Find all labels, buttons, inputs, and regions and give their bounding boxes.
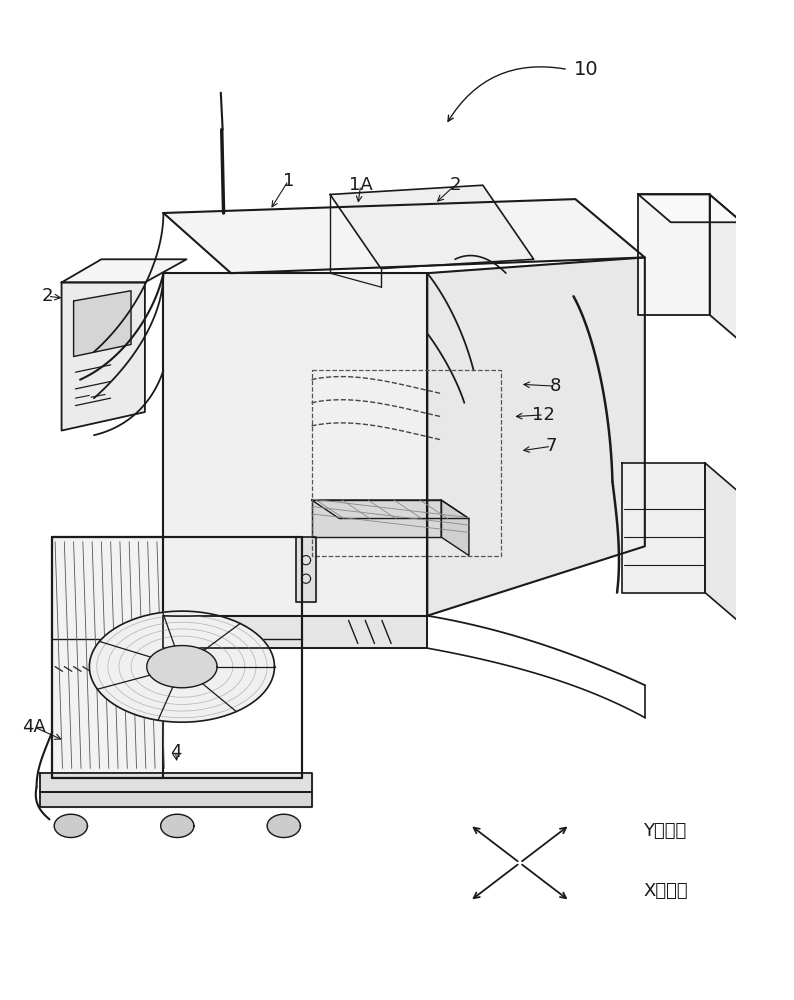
- Polygon shape: [638, 194, 710, 315]
- Polygon shape: [160, 814, 194, 838]
- Polygon shape: [40, 792, 311, 807]
- Polygon shape: [164, 616, 427, 648]
- Text: Y轴方向: Y轴方向: [643, 822, 686, 840]
- Polygon shape: [705, 463, 738, 620]
- Polygon shape: [54, 814, 87, 838]
- Text: 4A: 4A: [22, 718, 46, 736]
- Text: 2: 2: [449, 176, 461, 194]
- Text: 10: 10: [573, 60, 598, 79]
- Text: 12: 12: [533, 406, 555, 424]
- Polygon shape: [40, 773, 311, 792]
- Polygon shape: [441, 500, 469, 556]
- Polygon shape: [311, 500, 469, 519]
- Polygon shape: [638, 194, 742, 222]
- Polygon shape: [330, 185, 534, 269]
- Polygon shape: [62, 282, 145, 431]
- Polygon shape: [90, 611, 275, 722]
- Polygon shape: [427, 257, 645, 616]
- Polygon shape: [164, 199, 645, 273]
- Text: 8: 8: [549, 377, 561, 395]
- Polygon shape: [268, 814, 300, 838]
- Polygon shape: [52, 537, 164, 778]
- Polygon shape: [62, 259, 187, 282]
- Text: 1A: 1A: [349, 176, 372, 194]
- Polygon shape: [311, 500, 441, 537]
- Text: 4: 4: [170, 743, 181, 761]
- Text: X轴方向: X轴方向: [643, 882, 688, 900]
- Text: 7: 7: [545, 437, 557, 455]
- Text: 1: 1: [283, 172, 294, 190]
- Polygon shape: [74, 291, 131, 356]
- Polygon shape: [710, 194, 742, 343]
- Polygon shape: [164, 273, 427, 616]
- Polygon shape: [147, 646, 217, 688]
- Polygon shape: [622, 463, 705, 593]
- Polygon shape: [296, 537, 316, 602]
- Text: 2: 2: [42, 287, 53, 305]
